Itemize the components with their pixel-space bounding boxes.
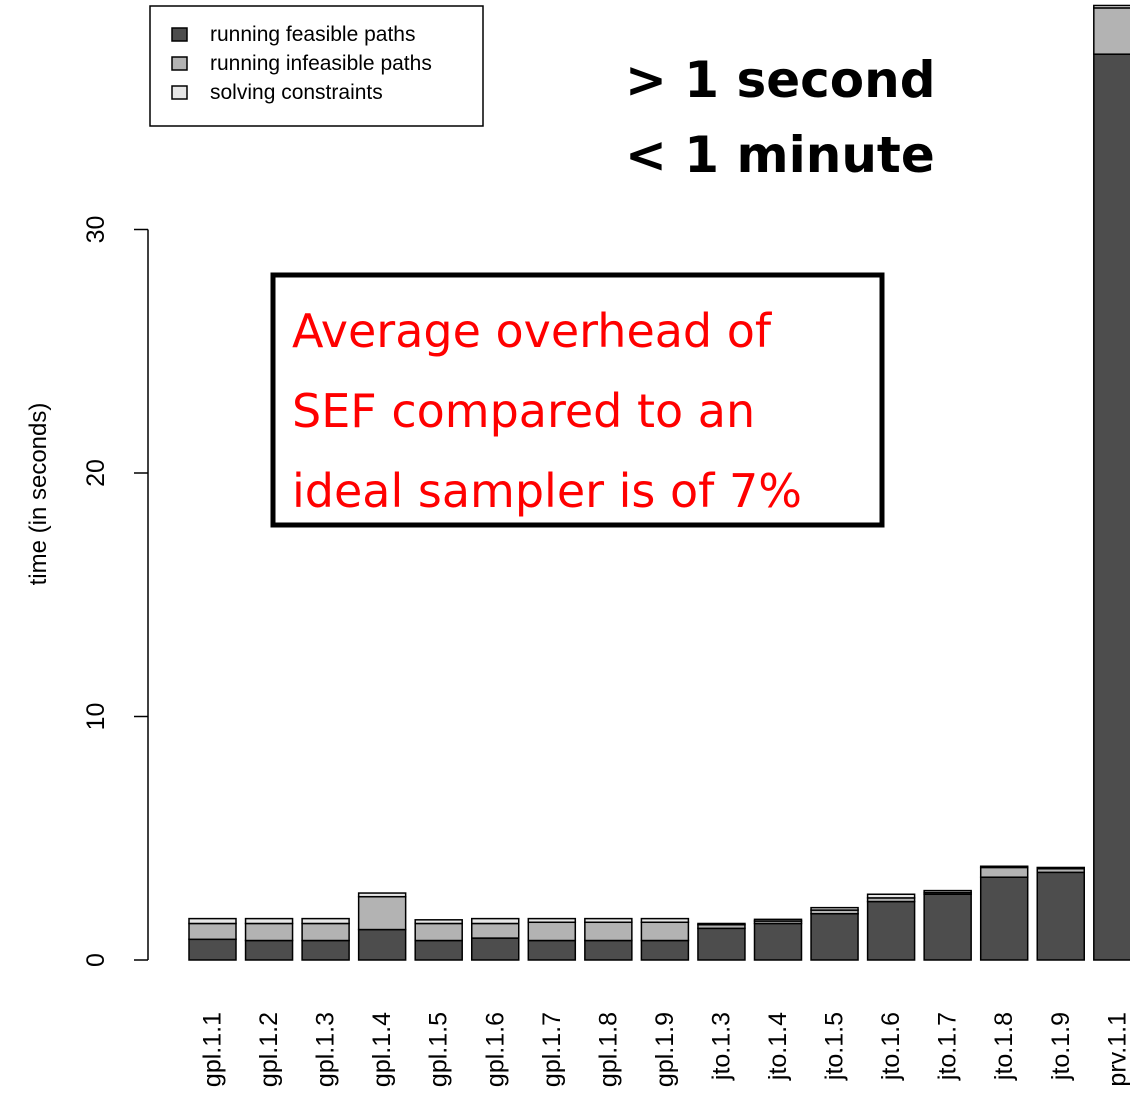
bar-gpl.1.9-series-2 [641, 922, 688, 940]
bar-jto.1.4-series-1 [755, 923, 802, 960]
bar-gpl.1.6-series-2 [472, 923, 519, 938]
x-tick-label: gpl.1.7 [538, 1012, 566, 1087]
bar-gpl.1.7-series-2 [528, 922, 575, 940]
overhead-callout: Average overhead of SEF compared to an i… [273, 275, 882, 525]
legend-label: running infeasible paths [210, 52, 432, 75]
callout-line-1: Average overhead of [292, 304, 773, 358]
y-tick-label: 10 [82, 703, 110, 731]
x-tick-label: gpl.1.4 [368, 1012, 396, 1087]
bar-gpl.1.2-series-1 [246, 941, 293, 960]
x-tick-label: gpl.1.9 [651, 1012, 679, 1087]
bar-gpl.1.5-series-3 [415, 920, 462, 924]
legend-label: solving constraints [210, 81, 383, 104]
bar-gpl.1.3-series-3 [302, 919, 349, 924]
bar-jto.1.9-series-3 [1037, 867, 1084, 868]
bar-jto.1.4-series-3 [755, 919, 802, 921]
bar-gpl.1.1-series-1 [189, 939, 236, 960]
bar-gpl.1.8-series-2 [585, 922, 632, 940]
x-tick-label: jto.1.8 [990, 1012, 1018, 1081]
headline-line-1: > 1 second [625, 51, 936, 109]
bar-jto.1.7-series-3 [924, 891, 971, 893]
bar-gpl.1.1-series-2 [189, 923, 236, 939]
bar-gpl.1.8-series-3 [585, 919, 632, 923]
bar-gpl.1.7-series-3 [528, 919, 575, 923]
x-tick-label: gpl.1.1 [199, 1012, 227, 1087]
bar-jto.1.3-series-3 [698, 923, 745, 924]
y-tick-label: 20 [82, 459, 110, 487]
x-tick-label: prv.1.1 [1103, 1012, 1130, 1087]
bar-jto.1.7-series-1 [924, 894, 971, 960]
y-tick-label: 0 [82, 953, 110, 967]
callout-line-3: ideal sampler is of 7% [292, 464, 802, 518]
x-tick-label: gpl.1.6 [481, 1012, 509, 1087]
bar-gpl.1.1-series-3 [189, 919, 236, 924]
bar-gpl.1.2-series-3 [246, 919, 293, 924]
bar-jto.1.5-series-3 [811, 908, 858, 910]
legend-swatch [172, 28, 187, 41]
x-tick-label: jto.1.5 [821, 1012, 849, 1081]
bar-prv.1.1-series-2 [1094, 8, 1130, 54]
bar-jto.1.5-series-1 [811, 914, 858, 960]
bar-jto.1.9-series-1 [1037, 872, 1084, 960]
x-tick-label: gpl.1.3 [312, 1012, 340, 1087]
bar-gpl.1.4-series-3 [359, 893, 406, 897]
legend-swatch [172, 57, 187, 70]
bar-gpl.1.7-series-1 [528, 941, 575, 960]
bar-gpl.1.3-series-1 [302, 941, 349, 960]
bar-gpl.1.6-series-3 [472, 919, 519, 924]
bar-gpl.1.2-series-2 [246, 923, 293, 940]
x-tick-label: jto.1.6 [877, 1012, 905, 1081]
bar-prv.1.1-series-3 [1094, 5, 1130, 7]
bar-gpl.1.6-series-1 [472, 938, 519, 960]
legend-swatch [172, 86, 187, 99]
y-tick-label: 30 [82, 216, 110, 244]
bar-jto.1.8-series-3 [981, 866, 1028, 867]
bar-gpl.1.4-series-1 [359, 930, 406, 960]
legend: running feasible paths running infeasible… [150, 6, 483, 126]
legend-label: running feasible paths [210, 23, 415, 46]
bar-jto.1.3-series-1 [698, 928, 745, 960]
bar-gpl.1.3-series-2 [302, 923, 349, 940]
x-tick-label: jto.1.4 [764, 1012, 792, 1081]
bar-gpl.1.5-series-1 [415, 941, 462, 960]
x-tick-label: jto.1.3 [707, 1012, 735, 1081]
bar-gpl.1.9-series-1 [641, 941, 688, 960]
bar-gpl.1.8-series-1 [585, 941, 632, 960]
x-tick-label: jto.1.7 [934, 1012, 962, 1081]
callout-line-2: SEF compared to an [292, 384, 755, 438]
y-axis: 0 10 20 30 time (in seconds) [25, 216, 148, 967]
x-tick-label: jto.1.9 [1047, 1012, 1075, 1081]
bar-jto.1.8-series-2 [981, 867, 1028, 877]
x-tick-label: gpl.1.5 [425, 1012, 453, 1087]
x-tick-label: gpl.1.2 [255, 1012, 283, 1087]
bar-gpl.1.5-series-2 [415, 923, 462, 940]
x-tick-labels: gpl.1.1 gpl.1.2 gpl.1.3 gpl.1.4 gpl.1.5 gpl.1… [199, 1012, 1130, 1087]
bar-gpl.1.9-series-3 [641, 919, 688, 923]
bar-jto.1.6-series-1 [868, 902, 915, 960]
bar-prv.1.1-series-1 [1094, 54, 1130, 960]
x-tick-label: gpl.1.8 [594, 1012, 622, 1087]
headline-annotation: > 1 second < 1 minute [625, 51, 936, 184]
bar-gpl.1.4-series-2 [359, 897, 406, 930]
headline-line-2: < 1 minute [625, 126, 935, 184]
y-axis-label: time (in seconds) [25, 403, 52, 586]
bar-jto.1.6-series-3 [868, 894, 915, 898]
y-ticks: 0 10 20 30 [82, 216, 148, 967]
bar-jto.1.8-series-1 [981, 877, 1028, 960]
